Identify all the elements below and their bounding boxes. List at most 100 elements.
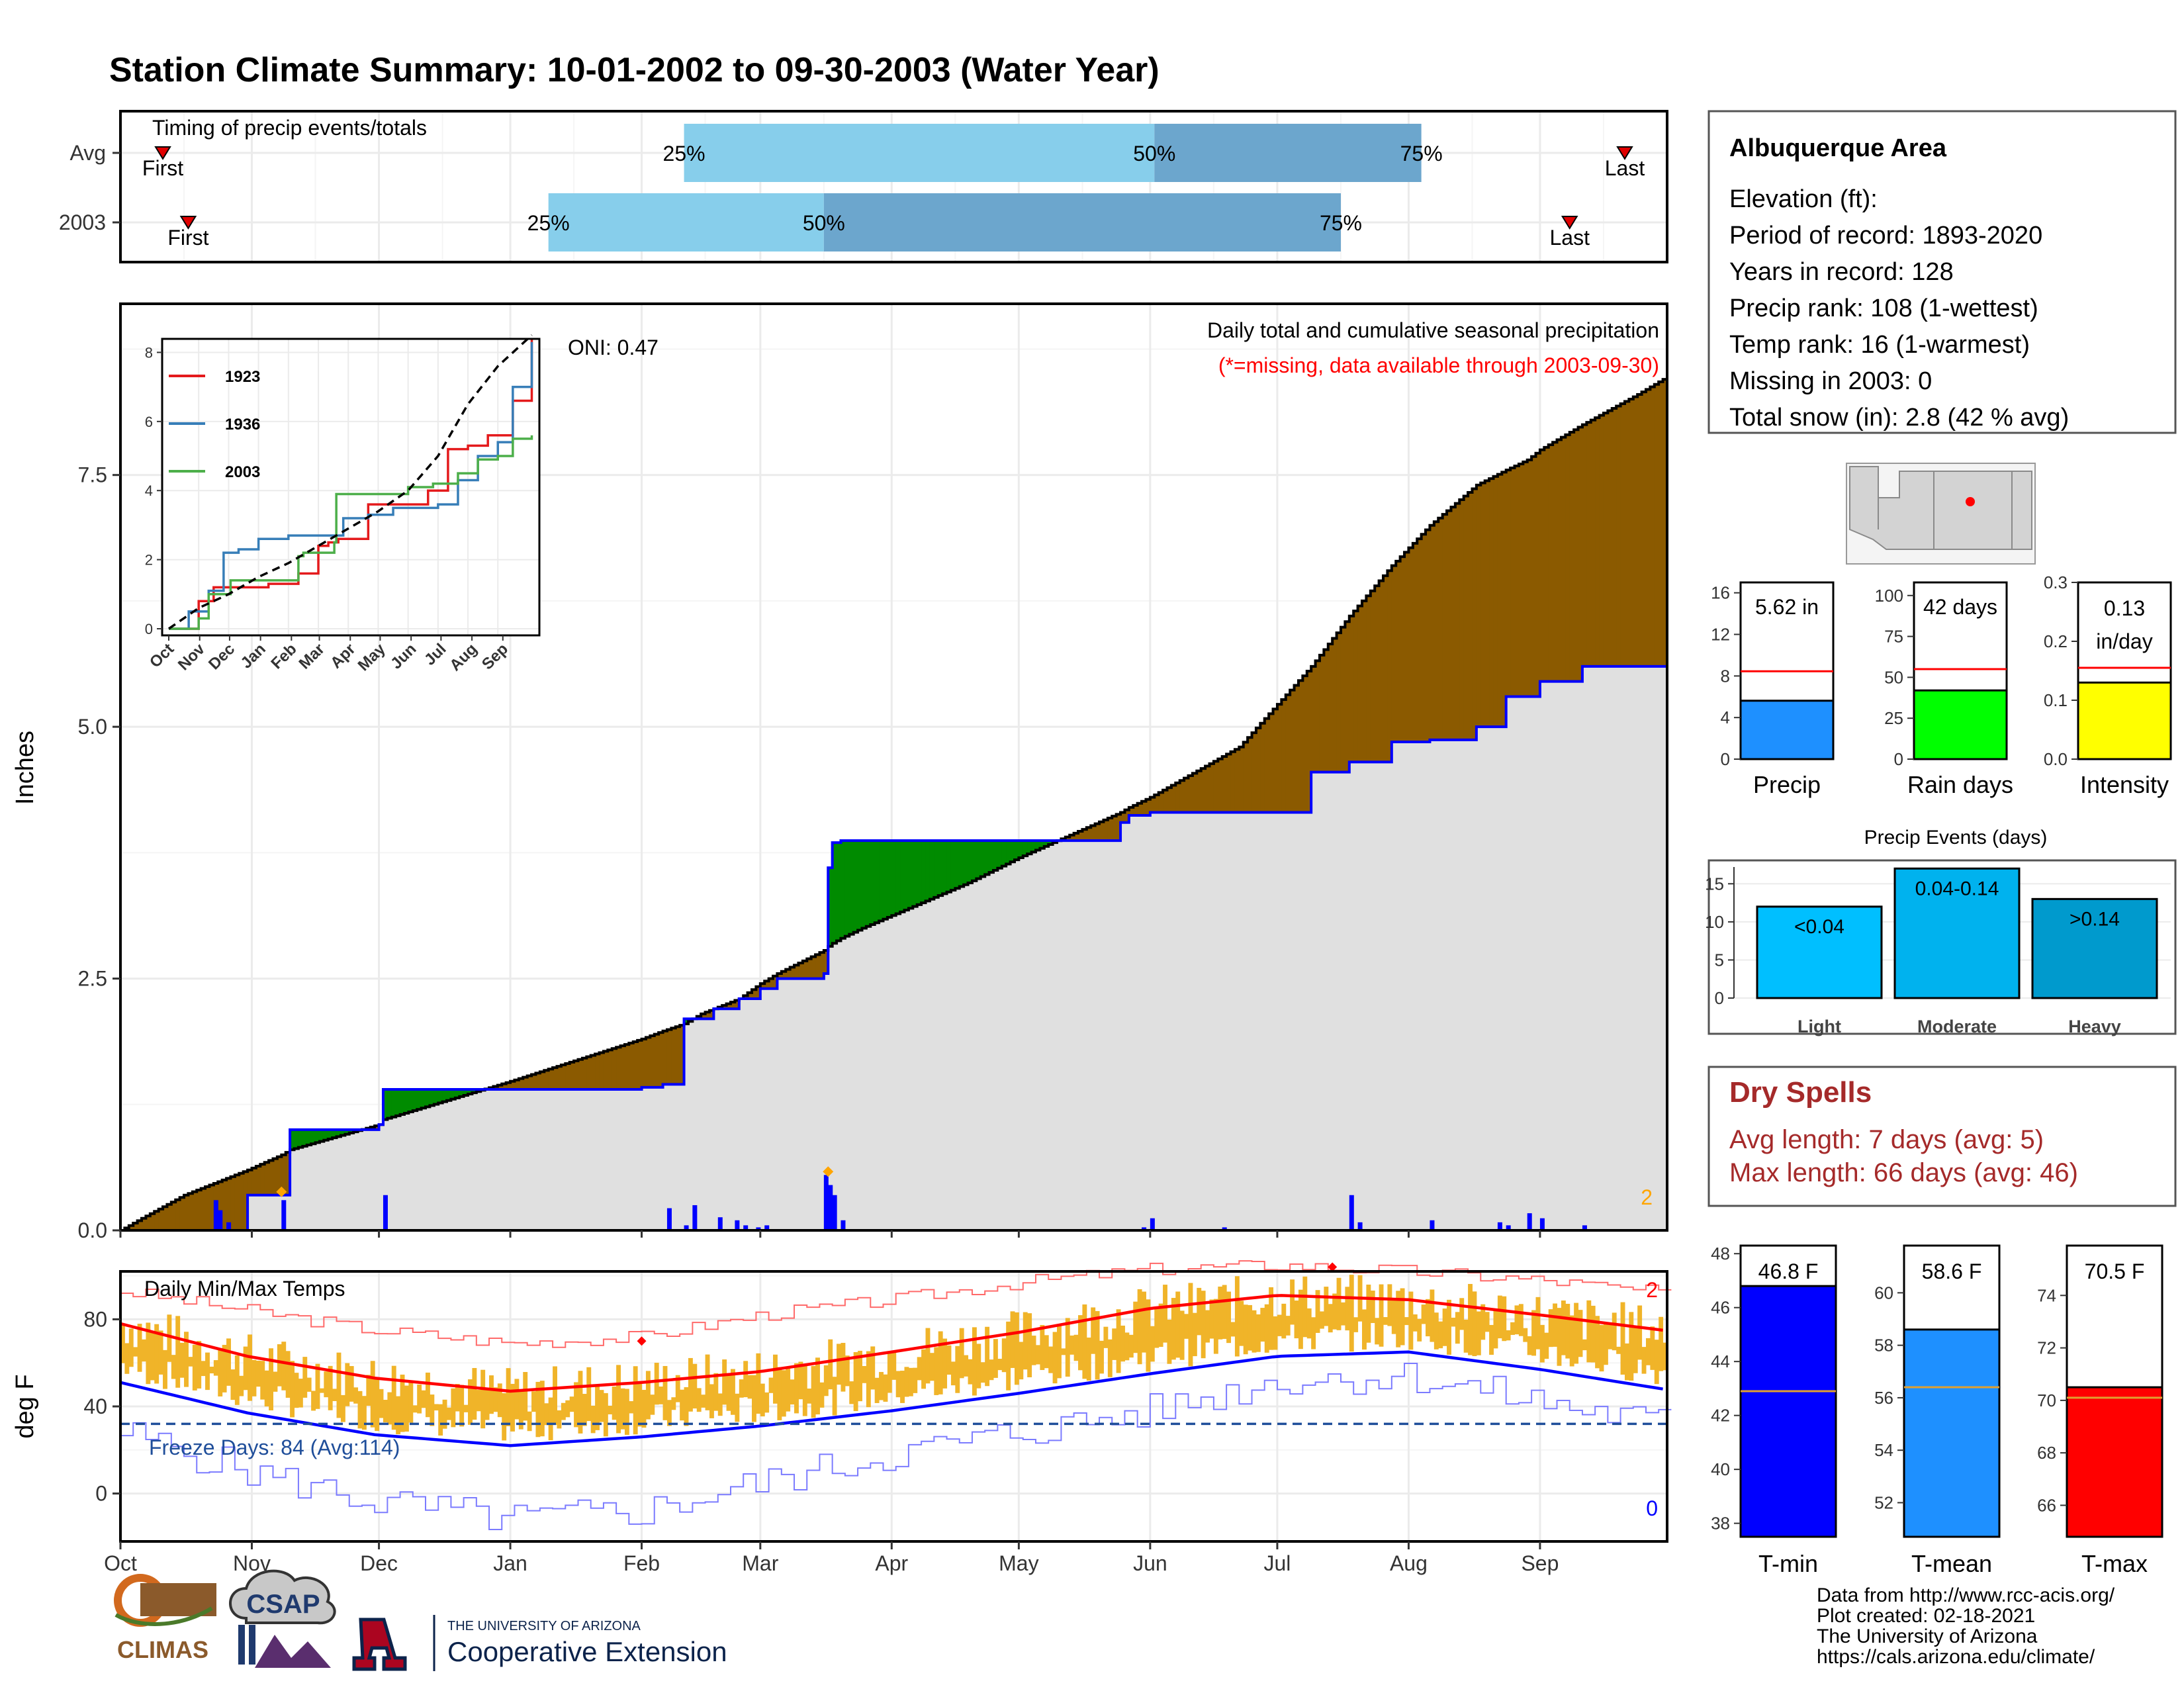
deficit-surplus-band	[1193, 773, 1197, 812]
deficit-surplus-band	[1256, 728, 1261, 813]
deficit-surplus-band	[841, 841, 845, 938]
daily-temp-range-bar	[230, 1369, 235, 1400]
precip-events-chart: Precip Events (days) <0.04Light0.04-0.14…	[1705, 827, 2175, 1036]
daily-temp-range-bar	[803, 1365, 807, 1416]
daily-temp-range-bar	[1124, 1332, 1129, 1360]
university-of-arizona-logo: THE UNIVERSITY OF ARIZONA Cooperative Ex…	[354, 1615, 727, 1671]
daily-temp-range-bar	[1498, 1296, 1502, 1339]
daily-temp-range-bar	[1345, 1287, 1349, 1330]
daily-temp-range-bar	[659, 1387, 663, 1404]
daily-temp-range-bar	[947, 1346, 952, 1375]
daily-temp-range-bar	[1586, 1301, 1591, 1363]
deficit-surplus-band	[239, 1173, 244, 1230]
deficit-surplus-band	[1248, 737, 1252, 812]
daily-temp-range-bar	[1273, 1316, 1278, 1350]
daily-temp-range-bar	[307, 1378, 312, 1392]
timing-row-2003-label: 2003	[59, 210, 106, 234]
credits-university: The University of Arizona	[1817, 1626, 2115, 1647]
deficit-surplus-band	[1621, 404, 1625, 666]
daily-temp-range-bar	[379, 1389, 384, 1418]
climas-logo: CLIMAS	[116, 1578, 216, 1663]
mini-bar-label: Intensity	[2080, 771, 2169, 798]
daily-temp-range-bar	[434, 1404, 439, 1410]
daily-temp-range-bar	[150, 1332, 155, 1381]
deficit-surplus-band	[167, 1205, 171, 1230]
temp-ytick-label: 40	[83, 1394, 107, 1418]
daily-temp-range-bar	[1053, 1332, 1058, 1383]
data-credits: Data from http://www.rcc-acis.org/ Plot …	[1817, 1585, 2115, 1667]
mini-bar-value-unit: in/day	[2096, 629, 2152, 653]
daily-temp-range-bar	[337, 1353, 341, 1418]
daily-temp-range-bar	[616, 1365, 621, 1433]
daily-temp-range-bar	[523, 1372, 527, 1420]
daily-temp-range-bar	[981, 1362, 985, 1383]
inset-ytick-label: 8	[145, 344, 153, 361]
deficit-surplus-band	[997, 841, 1002, 868]
daily-temp-range-bar	[1553, 1303, 1557, 1346]
daily-temp-range-bar	[133, 1347, 138, 1356]
ua-small-text: THE UNIVERSITY OF ARIZONA	[447, 1619, 641, 1633]
deficit-surplus-band	[1387, 571, 1392, 762]
daily-temp-range-bar	[1536, 1297, 1541, 1349]
mini-bar-label: Precip	[1753, 771, 1821, 798]
daily-temp-range-bar	[1578, 1310, 1583, 1357]
deficit-surplus-band	[1286, 695, 1291, 813]
timing-last-label: Last	[1549, 226, 1590, 250]
inset-legend-label-2003: 2003	[225, 463, 260, 481]
mini-bar-label: Rain days	[1907, 771, 2013, 798]
temp-summary-ytick: 40	[1711, 1459, 1730, 1479]
daily-temp-range-bar	[163, 1350, 167, 1389]
daily-temp-range-bar	[1095, 1311, 1100, 1379]
daily-temp-range-bar	[124, 1343, 129, 1373]
daily-temp-range-bar	[1066, 1318, 1070, 1377]
daily-temp-range-bar	[663, 1366, 668, 1420]
deficit-surplus-band	[879, 841, 884, 921]
daily-temp-range-bar	[786, 1369, 790, 1412]
deficit-surplus-band	[1612, 408, 1617, 666]
daily-temp-range-bar	[277, 1344, 282, 1387]
daily-temp-range-bar	[1650, 1326, 1655, 1370]
temp-summary-value: 46.8 F	[1758, 1259, 1819, 1283]
page-title: Station Climate Summary: 10-01-2002 to 0…	[109, 51, 1160, 89]
deficit-surplus-band	[1337, 633, 1342, 772]
deficit-surplus-band	[913, 841, 917, 907]
deficit-surplus-band	[604, 1051, 608, 1089]
temp-summary-bar	[2067, 1387, 2162, 1537]
daily-temp-range-bar	[1383, 1317, 1388, 1325]
timing-last-label: Last	[1605, 156, 1645, 180]
daily-temp-range-bar	[1328, 1304, 1333, 1332]
mini-bar-ytick: 0.0	[2044, 749, 2068, 769]
deficit-surplus-band	[854, 841, 858, 932]
daily-temp-range-bar	[265, 1371, 269, 1406]
month-label: Feb	[623, 1551, 660, 1575]
daily-temp-range-bar	[976, 1344, 981, 1388]
deficit-surplus-band	[815, 954, 820, 978]
deficit-surplus-band	[938, 841, 943, 895]
daily-temp-range-bar	[1061, 1348, 1066, 1355]
mini-bar-ytick: 4	[1721, 708, 1730, 727]
mini-bar-value-label: 42 days	[1923, 595, 1997, 619]
daily-temp-range-bar	[1362, 1309, 1367, 1349]
daily-temp-range-bar	[896, 1371, 901, 1397]
daily-temp-range-bar	[353, 1387, 358, 1403]
station-location-dot	[1966, 497, 1975, 506]
timing-75-label: 75%	[1320, 211, 1362, 235]
timing-label: Timing of precip events/totals	[152, 116, 427, 140]
daily-temp-range-bar	[586, 1367, 591, 1421]
daily-temp-range-bar	[1477, 1312, 1481, 1355]
daily-temp-range-bar	[794, 1363, 799, 1414]
deficit-surplus-band	[188, 1193, 193, 1230]
precip-panel-title: Daily total and cumulative seasonal prec…	[1207, 318, 1659, 342]
daily-temp-range-bar	[1468, 1284, 1473, 1355]
daily-temp-range-bar	[671, 1397, 676, 1410]
daily-temp-range-bar	[718, 1393, 723, 1416]
credits-data-source: Data from http://www.rcc-acis.org/	[1817, 1585, 2115, 1606]
deficit-surplus-band	[1375, 586, 1379, 762]
mini-bar-value	[1741, 701, 1833, 759]
deficit-surplus-band	[870, 841, 875, 925]
deficit-surplus-band	[1328, 644, 1333, 772]
deficit-surplus-band	[849, 841, 854, 935]
daily-temp-range-bar	[748, 1375, 752, 1399]
deficit-surplus-band	[663, 1031, 668, 1085]
